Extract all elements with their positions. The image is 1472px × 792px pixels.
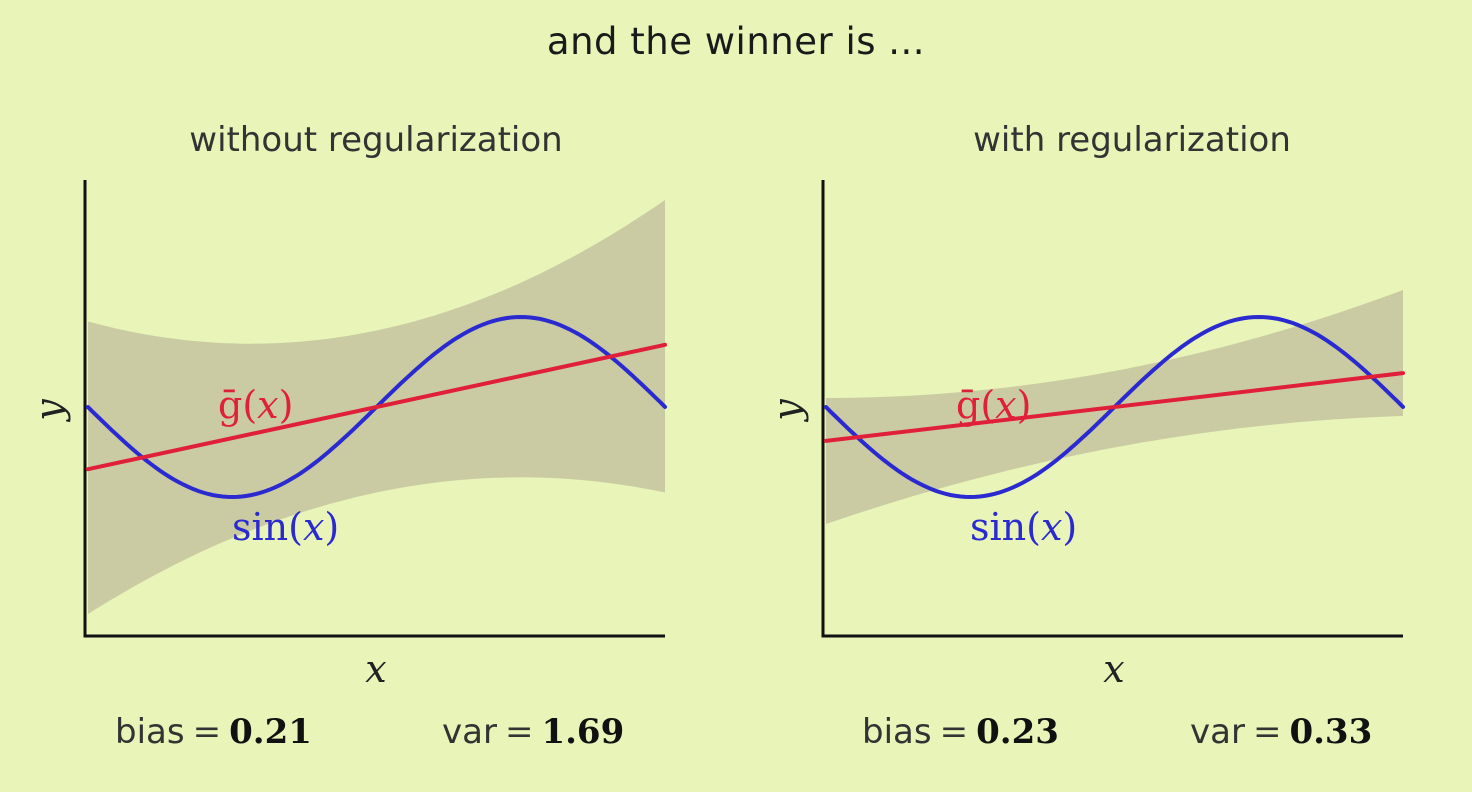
x-axis-label: x	[1103, 647, 1124, 691]
var-label-right: var	[1190, 712, 1245, 752]
var-value-right: 0.33	[1289, 712, 1373, 752]
bias-label-left: bias	[115, 712, 185, 752]
bias-stat-left: bias = 0.21	[115, 712, 312, 752]
var-label-left: var	[442, 712, 497, 752]
bias-value-left: 0.21	[229, 712, 312, 752]
bias-label-right: bias	[862, 712, 932, 752]
var-value-left: 1.69	[541, 712, 625, 752]
chart-left: sin(x) ḡ(x) x y	[27, 180, 667, 691]
gbar-series-label: ḡ(x)	[218, 383, 293, 427]
var-stat-right: var = 0.33	[1190, 712, 1373, 752]
gbar-series-line	[86, 342, 667, 472]
sin-series-label: sin(x)	[232, 505, 339, 549]
var-stat-left: var = 1.69	[442, 712, 625, 752]
bias-value-right: 0.23	[976, 712, 1059, 752]
axes	[821, 180, 1403, 638]
gbar-series-line	[824, 371, 1405, 443]
bias-stat-right: bias = 0.23	[862, 712, 1059, 752]
slide-title: and the winner is ...	[546, 20, 926, 63]
axes	[83, 180, 665, 638]
chart-title-right: with regularization	[973, 120, 1291, 160]
chart-right: sin(x) ḡ(x) x y	[765, 180, 1405, 691]
y-axis-label: y	[765, 399, 809, 423]
y-axis-label: y	[27, 399, 71, 423]
sin-series-label: sin(x)	[970, 505, 1077, 549]
chart-title-left: without regularization	[189, 120, 563, 160]
gbar-series-label: ḡ(x)	[956, 383, 1031, 427]
x-axis-label: x	[365, 647, 386, 691]
